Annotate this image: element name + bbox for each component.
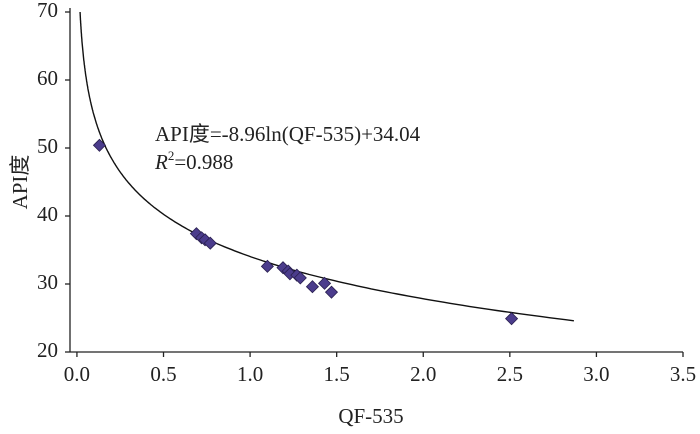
point <box>305 280 319 294</box>
point <box>324 285 339 299</box>
r2-symbol: R <box>154 150 168 174</box>
point <box>317 276 332 290</box>
x-tick-label: 1.5 <box>324 362 350 386</box>
x-tick-label: 0.0 <box>64 362 90 386</box>
y-tick-label: 60 <box>37 66 58 90</box>
y-tick-label: 20 <box>37 338 58 362</box>
x-tick-label: 2.0 <box>410 362 436 386</box>
r2-value: =0.988 <box>174 150 233 174</box>
y-tick-label: 30 <box>37 270 58 294</box>
y-tick-label: 40 <box>37 202 58 226</box>
x-tick-label: 3.5 <box>670 362 696 386</box>
x-tick-label: 1.0 <box>237 362 263 386</box>
trend-equation: API度=-8.96ln(QF-535)+34.04 <box>155 122 421 146</box>
point <box>203 236 217 250</box>
x-tick-label: 3.0 <box>583 362 609 386</box>
point <box>260 259 274 273</box>
point <box>293 271 307 285</box>
r-squared: R2=0.988 <box>154 148 233 174</box>
point <box>189 227 203 241</box>
y-axis-title: API度 <box>8 155 32 210</box>
point <box>92 138 107 152</box>
point <box>198 233 212 247</box>
x-axis-title: QF-535 <box>338 404 403 428</box>
point <box>505 312 519 326</box>
y-tick-label: 70 <box>37 0 58 22</box>
y-tick-label: 50 <box>37 134 58 158</box>
r2-exponent: 2 <box>168 148 175 163</box>
x-tick-label: 0.5 <box>150 362 176 386</box>
x-tick-label: 2.5 <box>497 362 523 386</box>
point <box>276 261 290 275</box>
